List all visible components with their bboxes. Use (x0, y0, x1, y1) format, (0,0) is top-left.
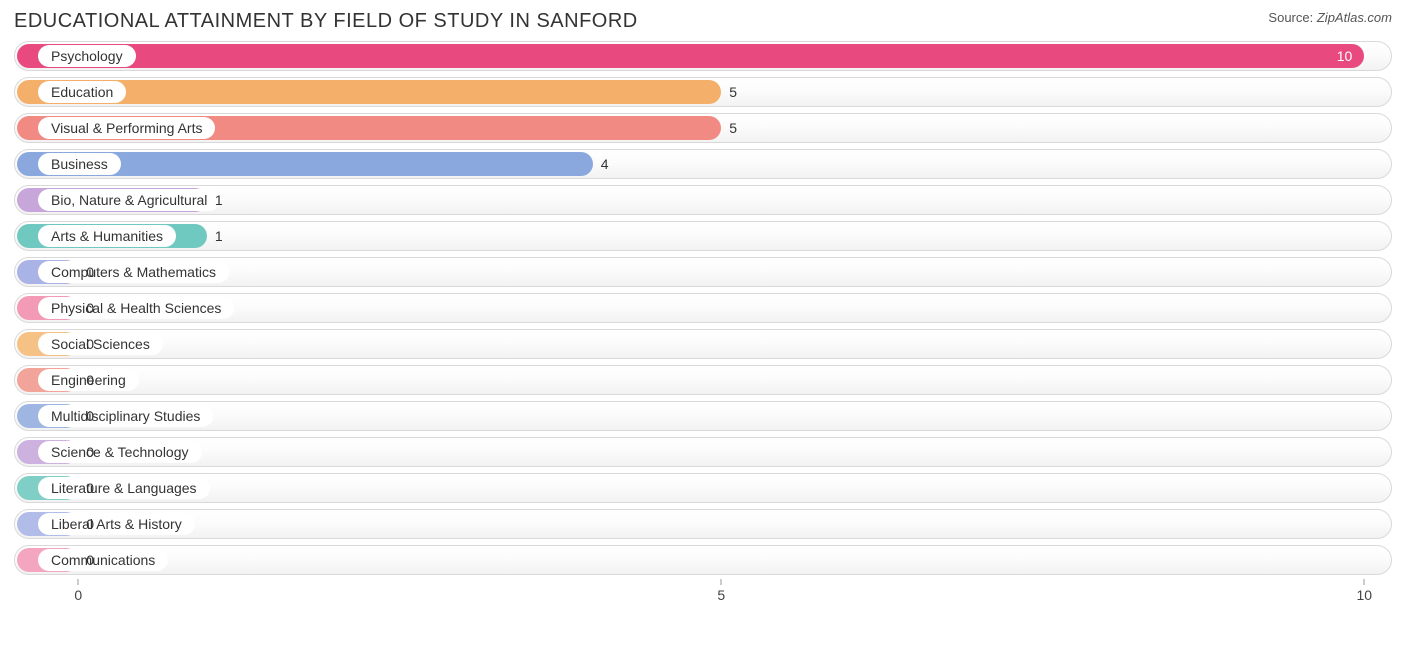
bar-label: Education (38, 81, 126, 103)
bar-row: Social Sciences0 (14, 329, 1392, 359)
bar-row: Science & Technology0 (14, 437, 1392, 467)
bar-value: 1 (215, 228, 223, 244)
header: EDUCATIONAL ATTAINMENT BY FIELD OF STUDY… (14, 10, 1392, 33)
bar-row: Multidisciplinary Studies0 (14, 401, 1392, 431)
bar-track (14, 437, 1392, 467)
source: Source: ZipAtlas.com (1268, 10, 1392, 25)
bar-label: Physical & Health Sciences (38, 297, 234, 319)
bar-label: Computers & Mathematics (38, 261, 229, 283)
bar-row: Psychology 10 (14, 41, 1392, 71)
tick-mark (78, 579, 79, 585)
source-label: Source: (1268, 10, 1313, 25)
bar-value: 10 (1337, 48, 1353, 64)
bar-track (14, 473, 1392, 503)
source-value: ZipAtlas.com (1317, 10, 1392, 25)
bar-track (14, 401, 1392, 431)
bar-track (14, 509, 1392, 539)
tick-label: 10 (1356, 587, 1372, 603)
bar-value: 0 (86, 408, 94, 424)
bar-track (14, 365, 1392, 395)
bar-row: Communications0 (14, 545, 1392, 575)
tick-mark (721, 579, 722, 585)
tick-mark (1364, 579, 1365, 585)
bar-value: 4 (601, 156, 609, 172)
bar-row: Bio, Nature & Agricultural1 (14, 185, 1392, 215)
bar-value: 5 (729, 120, 737, 136)
bar-label: Liberal Arts & History (38, 513, 195, 535)
bar-row: Liberal Arts & History0 (14, 509, 1392, 539)
bar-value: 0 (86, 336, 94, 352)
bar-label: Science & Technology (38, 441, 202, 463)
bar-label: Communications (38, 549, 168, 571)
plot-area: Psychology10Education5Visual & Performin… (14, 41, 1392, 575)
bar-label: Social Sciences (38, 333, 163, 355)
chart: Psychology10Education5Visual & Performin… (14, 41, 1392, 635)
bar-fill (17, 44, 1364, 68)
bar-row: Business 4 (14, 149, 1392, 179)
bar-value: 1 (215, 192, 223, 208)
bar-label: Bio, Nature & Agricultural (38, 189, 220, 211)
bar-value: 0 (86, 300, 94, 316)
bar-value: 0 (86, 444, 94, 460)
chart-title: EDUCATIONAL ATTAINMENT BY FIELD OF STUDY… (14, 10, 638, 33)
bar-label: Arts & Humanities (38, 225, 176, 247)
bar-row: Arts & Humanities 1 (14, 221, 1392, 251)
bar-label: Business (38, 153, 121, 175)
bar-value: 0 (86, 264, 94, 280)
bar-value: 0 (86, 552, 94, 568)
tick-label: 0 (74, 587, 82, 603)
bar-row: Physical & Health Sciences0 (14, 293, 1392, 323)
bar-label: Visual & Performing Arts (38, 117, 215, 139)
bar-row: Education 5 (14, 77, 1392, 107)
bar-track (14, 329, 1392, 359)
bar-label: Psychology (38, 45, 136, 67)
bar-row: Literature & Languages0 (14, 473, 1392, 503)
bar-value: 0 (86, 372, 94, 388)
bar-value: 0 (86, 480, 94, 496)
tick-label: 5 (717, 587, 725, 603)
bar-value: 0 (86, 516, 94, 532)
bar-row: Visual & Performing Arts 5 (14, 113, 1392, 143)
bar-track (14, 545, 1392, 575)
bar-label: Multidisciplinary Studies (38, 405, 213, 427)
x-axis: 0 5 10 (14, 581, 1392, 605)
bar-label: Literature & Languages (38, 477, 210, 499)
bar-row: Engineering0 (14, 365, 1392, 395)
bar-value: 5 (729, 84, 737, 100)
bar-row: Computers & Mathematics0 (14, 257, 1392, 287)
